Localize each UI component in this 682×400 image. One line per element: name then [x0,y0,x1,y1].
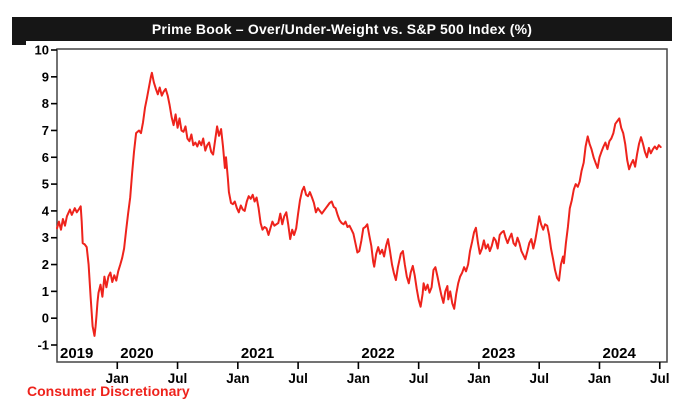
title-bar-notch [12,41,26,45]
x-axis-year-label: 2019 [60,345,93,362]
y-axis-tick-label: 9 [42,69,49,84]
y-axis-tick-label: 2 [42,257,49,272]
x-axis-tick-label: Jan [588,371,611,386]
x-axis-tick-label: Jul [529,371,549,386]
x-axis-year-label: 2022 [361,345,394,362]
series-label: Consumer Discretionary [27,383,190,399]
x-axis-tick-label: Jul [288,371,308,386]
x-axis-tick-label: Jul [650,371,670,386]
x-axis-year-label: 2021 [241,345,274,362]
x-axis-tick-label: Jan [226,371,249,386]
y-axis-tick-label: 6 [42,150,49,165]
y-axis-tick-label: 7 [42,123,49,138]
data-series-line [56,71,662,337]
y-axis-tick-label: 1 [42,284,49,299]
y-axis-tick-label: 10 [35,43,49,58]
chart-title: Prime Book – Over/Under-Weight vs. S&P 5… [151,21,533,37]
x-axis-tick-label: Jan [347,371,370,386]
y-axis-tick-label: 4 [42,203,50,218]
x-axis-year-label: 2020 [120,345,153,362]
y-axis-tick-label: 0 [42,311,49,326]
x-axis-tick-label: Jan [106,371,129,386]
y-axis-tick-label: 5 [42,177,49,192]
x-axis-year-label: 2024 [602,345,636,362]
x-axis-tick-label: Jan [467,371,490,386]
chart-title-bar: Prime Book – Over/Under-Weight vs. S&P 5… [12,17,672,41]
y-axis-tick-label: -1 [37,338,49,353]
y-axis-tick-label: 8 [42,96,49,111]
plot-frame [56,48,668,363]
x-axis-year-label: 2023 [482,345,515,362]
x-axis-tick-label: Jul [168,371,188,386]
x-axis-tick-label: Jul [409,371,429,386]
y-axis-tick-label: 3 [42,230,49,245]
